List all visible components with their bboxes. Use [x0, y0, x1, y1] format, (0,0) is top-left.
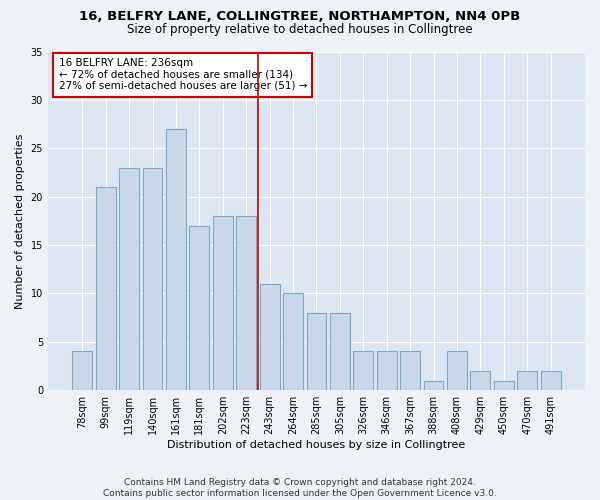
Bar	[260, 284, 280, 390]
Bar	[330, 313, 350, 390]
Bar	[541, 371, 560, 390]
Text: Contains HM Land Registry data © Crown copyright and database right 2024.
Contai: Contains HM Land Registry data © Crown c…	[103, 478, 497, 498]
Bar	[190, 226, 209, 390]
Bar	[236, 216, 256, 390]
Y-axis label: Number of detached properties: Number of detached properties	[15, 133, 25, 308]
Bar	[119, 168, 139, 390]
Bar	[96, 187, 116, 390]
Bar	[213, 216, 233, 390]
Bar	[494, 380, 514, 390]
Text: 16 BELFRY LANE: 236sqm
← 72% of detached houses are smaller (134)
27% of semi-de: 16 BELFRY LANE: 236sqm ← 72% of detached…	[59, 58, 307, 92]
Bar	[377, 352, 397, 390]
Bar	[73, 352, 92, 390]
Bar	[353, 352, 373, 390]
Bar	[283, 294, 303, 390]
X-axis label: Distribution of detached houses by size in Collingtree: Distribution of detached houses by size …	[167, 440, 466, 450]
Bar	[307, 313, 326, 390]
Bar	[517, 371, 537, 390]
Bar	[166, 129, 186, 390]
Bar	[400, 352, 420, 390]
Bar	[447, 352, 467, 390]
Bar	[424, 380, 443, 390]
Bar	[143, 168, 163, 390]
Text: 16, BELFRY LANE, COLLINGTREE, NORTHAMPTON, NN4 0PB: 16, BELFRY LANE, COLLINGTREE, NORTHAMPTO…	[79, 10, 521, 23]
Bar	[470, 371, 490, 390]
Text: Size of property relative to detached houses in Collingtree: Size of property relative to detached ho…	[127, 22, 473, 36]
